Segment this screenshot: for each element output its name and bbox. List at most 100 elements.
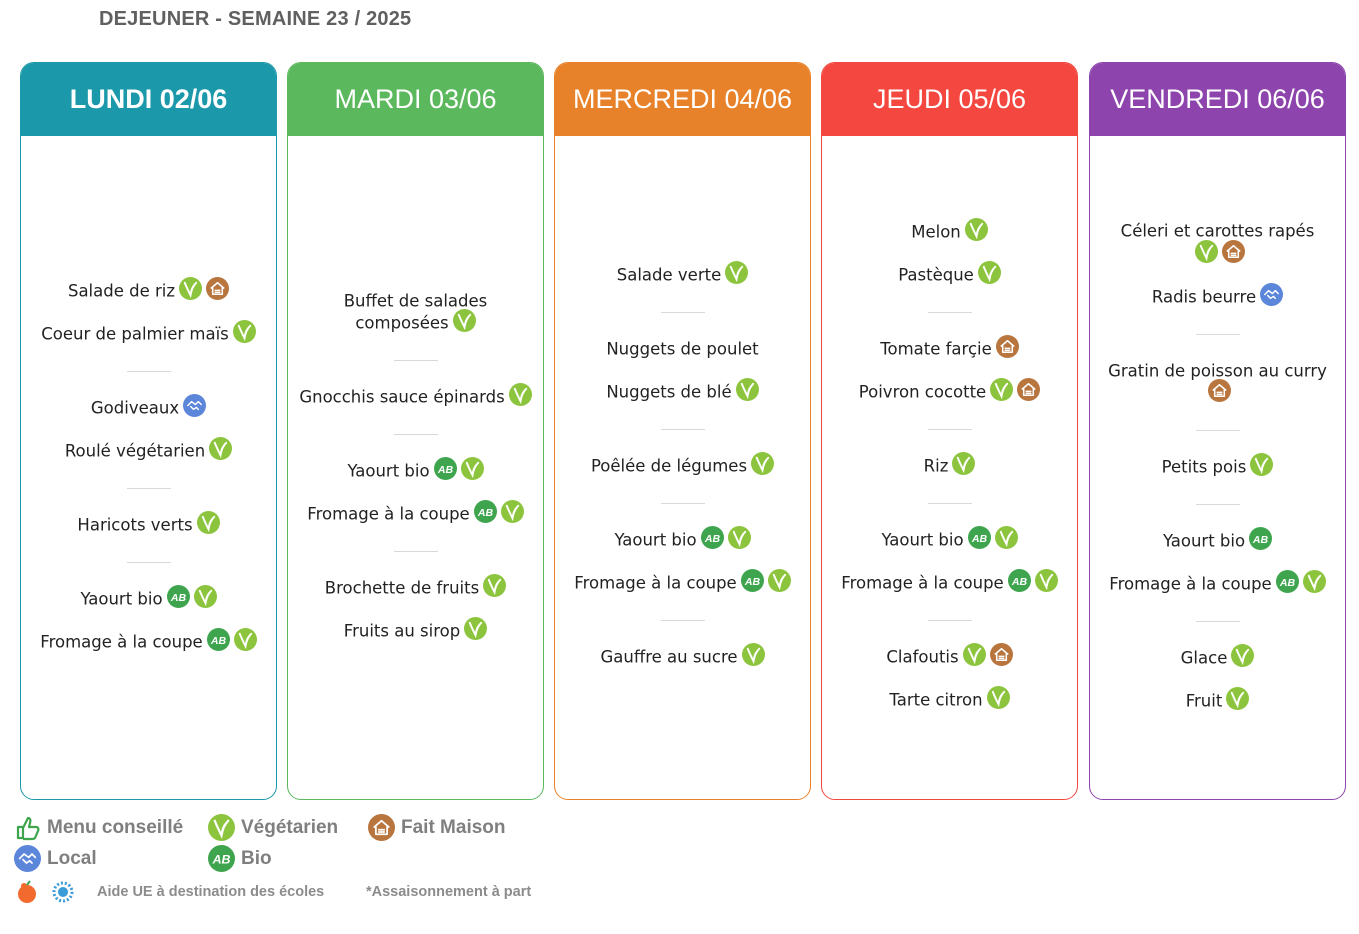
course-separator	[126, 370, 171, 372]
dish-name: Fromage à la coupe	[1109, 574, 1272, 594]
bio-icon: AB	[967, 526, 991, 549]
dish-badges	[193, 510, 220, 534]
dish-badges: AB	[697, 525, 751, 549]
day-card-lundi: LUNDI 02/06 Salade de riz Coeur de palmie…	[20, 62, 277, 800]
bio-icon: AB	[166, 584, 190, 608]
dish-item: Clafoutis	[886, 643, 1013, 669]
course-group: Poêlée de légumes	[591, 446, 775, 489]
vegetarian-icon	[964, 218, 988, 241]
dish-badges	[460, 617, 488, 641]
vegetarian-icon	[460, 457, 484, 481]
dish-badges	[732, 377, 759, 401]
day-menu-lundi: Salade de riz Coeur de palmier maïs Godive…	[21, 136, 276, 799]
course-group: Yaourt bio AB Fromage à la coupe AB	[574, 520, 791, 606]
course-group: Tomate farçie Poivron cocotte	[859, 329, 1041, 415]
dish-item: Fromage à la coupe AB	[307, 500, 524, 526]
dish-badges	[983, 686, 1010, 709]
vegetarian-icon	[1034, 569, 1058, 592]
course-group: Salade verte	[617, 255, 749, 298]
dish-item: Melon	[911, 218, 988, 244]
house-icon	[206, 276, 230, 300]
house-icon	[368, 814, 395, 841]
svg-text:AB: AB	[212, 853, 231, 867]
dish-badges: AB	[430, 457, 484, 481]
vegetarian-icon	[464, 617, 488, 641]
course-group: Gauffre au sucre	[600, 637, 765, 680]
dish-name: Yaourt bio	[80, 589, 163, 608]
dish-name: Buffet de salades composées	[343, 291, 488, 333]
dish-name: Riz	[923, 456, 949, 476]
local-icon	[14, 845, 41, 872]
dish-name: Yaourt bio	[1162, 531, 1246, 551]
course-separator	[1195, 333, 1240, 335]
dish-badges	[974, 261, 1001, 284]
dish-name: Fromage à la coupe	[574, 573, 737, 593]
dish-name: Gauffre au sucre	[600, 647, 738, 667]
vegetarian-icon	[741, 642, 765, 666]
legend-bio: AB Bio	[208, 845, 272, 872]
day-card-jeudi: JEUDI 05/06 Melon Pastèque Tomate farçie Po…	[821, 62, 1078, 800]
dish-badges	[992, 335, 1019, 358]
legend-label-menu-conseille: Menu conseillé	[47, 816, 184, 838]
course-separator	[1195, 504, 1240, 505]
vegetarian-icon	[727, 525, 751, 549]
legend-vegetarien: Végétarien	[208, 814, 338, 841]
course-group: Riz	[924, 446, 976, 489]
dish-badges	[948, 452, 976, 475]
eu-school-logo	[16, 880, 38, 909]
svg-text:AB: AB	[1252, 534, 1269, 546]
dish-item: Fromage à la coupe AB	[574, 568, 791, 595]
dish-name: Fruit	[1185, 691, 1223, 711]
local-icon	[1260, 282, 1284, 306]
bio-icon: AB	[208, 845, 235, 872]
dish-badges: AB	[737, 568, 791, 592]
dish-name: Tarte citron	[889, 690, 983, 710]
dish-name: Yaourt bio	[347, 461, 430, 481]
course-group: Brochette de fruits Fruits au sirop	[325, 568, 507, 654]
dish-badges: AB	[163, 584, 217, 608]
dish-name: Godiveaux	[90, 398, 180, 417]
vegetarian-icon	[1194, 239, 1218, 263]
course-separator	[393, 551, 438, 553]
vegetarian-icon	[994, 526, 1018, 549]
dish-name: Radis beurre	[1151, 287, 1257, 306]
eu-stars-logo	[50, 880, 76, 909]
day-card-mardi: MARDI 03/06 Buffet de salades composées G…	[287, 62, 544, 800]
legend-local: Local	[14, 845, 97, 872]
course-separator	[393, 360, 438, 362]
day-header-vendredi: VENDREDI 06/06	[1090, 63, 1345, 136]
legend-label-bio: Bio	[241, 847, 272, 869]
dish-item: Fromage à la coupe AB	[1109, 570, 1326, 596]
dish-item: Nuggets de poulet	[606, 338, 758, 361]
svg-text:AB: AB	[1279, 577, 1296, 589]
course-separator	[660, 312, 705, 314]
course-separator	[660, 428, 705, 430]
vegetarian-icon	[990, 378, 1014, 401]
house-icon	[995, 335, 1019, 358]
vegetarian-icon	[233, 627, 257, 651]
house-icon	[1208, 379, 1231, 402]
vegetarian-icon	[452, 309, 476, 333]
dish-badges: AB	[964, 526, 1018, 549]
course-group: Yaourt bio AB Fromage à la coupe AB	[841, 520, 1058, 606]
dish-item: Salade verte	[617, 261, 749, 287]
course-separator	[927, 312, 972, 313]
course-group: Gnocchis sauce épinards	[299, 377, 532, 420]
dish-item: Radis beurre	[1151, 282, 1284, 309]
day-menu-jeudi: Melon Pastèque Tomate farçie Poivron cocott…	[822, 136, 1077, 799]
bio-icon: AB	[740, 568, 764, 592]
dish-badges	[738, 642, 765, 666]
thumbs-up-icon	[14, 814, 41, 841]
dish-item: Yaourt bio AB	[1162, 527, 1273, 553]
dish-badges	[179, 393, 207, 417]
dish-item: Fruit	[1185, 687, 1250, 713]
vegetarian-icon	[952, 452, 976, 475]
dish-name: Melon	[911, 222, 961, 242]
vegetarian-icon	[986, 686, 1010, 709]
bio-icon: AB	[1249, 527, 1273, 550]
dish-item: Fromage à la coupe AB	[841, 569, 1058, 595]
dish-badges: AB	[203, 627, 257, 651]
course-group: Yaourt bio AB Fromage à la coupe AB	[40, 579, 257, 665]
dish-item: Gratin de poisson au curry	[1098, 360, 1337, 406]
dish-item: Yaourt bio AB	[347, 457, 484, 483]
